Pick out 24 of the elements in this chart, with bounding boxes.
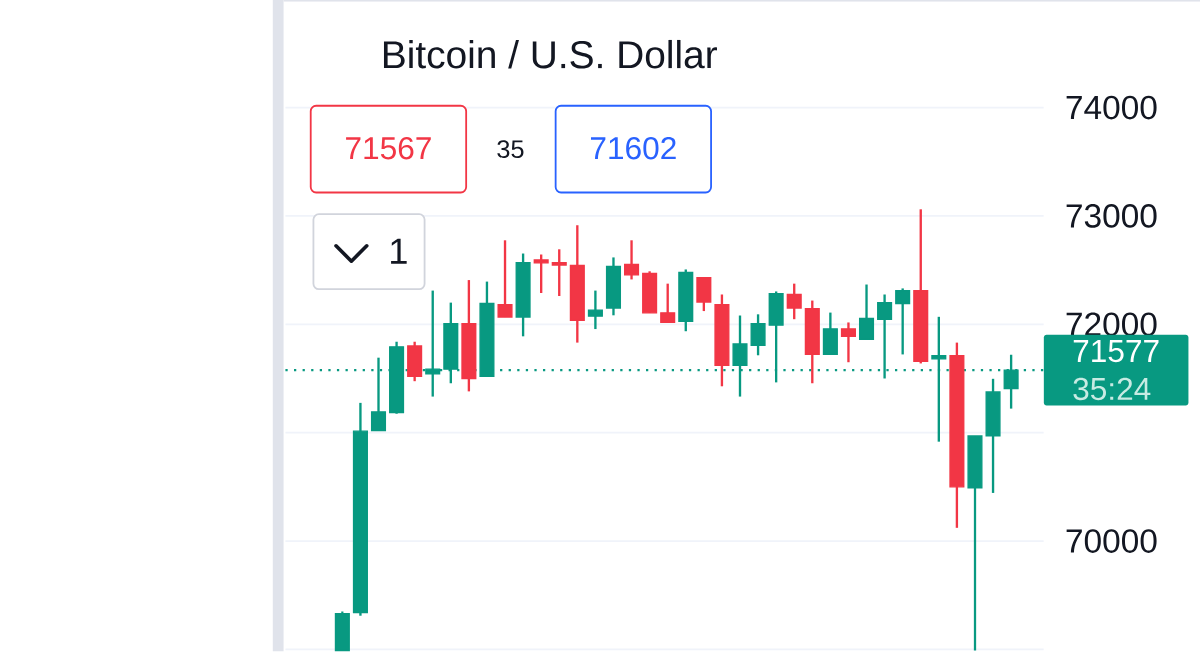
- candlestick: [660, 282, 676, 324]
- annotation: 71602: [590, 137, 676, 160]
- chart-title: Bitcoin / U.S. Dollar: [383, 40, 717, 69]
- y-tick-label: 70000: [1066, 529, 1157, 554]
- candlestick: [786, 282, 802, 321]
- candlestick: [551, 248, 567, 298]
- candlestick: [895, 287, 911, 356]
- annotation: 71567: [346, 137, 431, 160]
- candlestick: [1003, 353, 1019, 410]
- candlestick: [497, 239, 513, 319]
- candlestick: [624, 239, 640, 281]
- candlestick: [858, 283, 875, 341]
- candlestick: [840, 321, 856, 364]
- y-tick-label: 74000: [1066, 95, 1157, 120]
- candlestick: [750, 313, 766, 357]
- annotation: 1: [391, 239, 407, 264]
- annotation: 35: [497, 140, 524, 159]
- candlestick: [587, 289, 603, 331]
- candlestick: [533, 253, 549, 295]
- candlestick: [931, 315, 947, 444]
- ref-line-label: 71577: [1073, 340, 1159, 363]
- text: 35:24: [1073, 377, 1151, 401]
- y-tick-label: 73000: [1066, 204, 1157, 228]
- y-tick-label: 72000: [1066, 312, 1157, 337]
